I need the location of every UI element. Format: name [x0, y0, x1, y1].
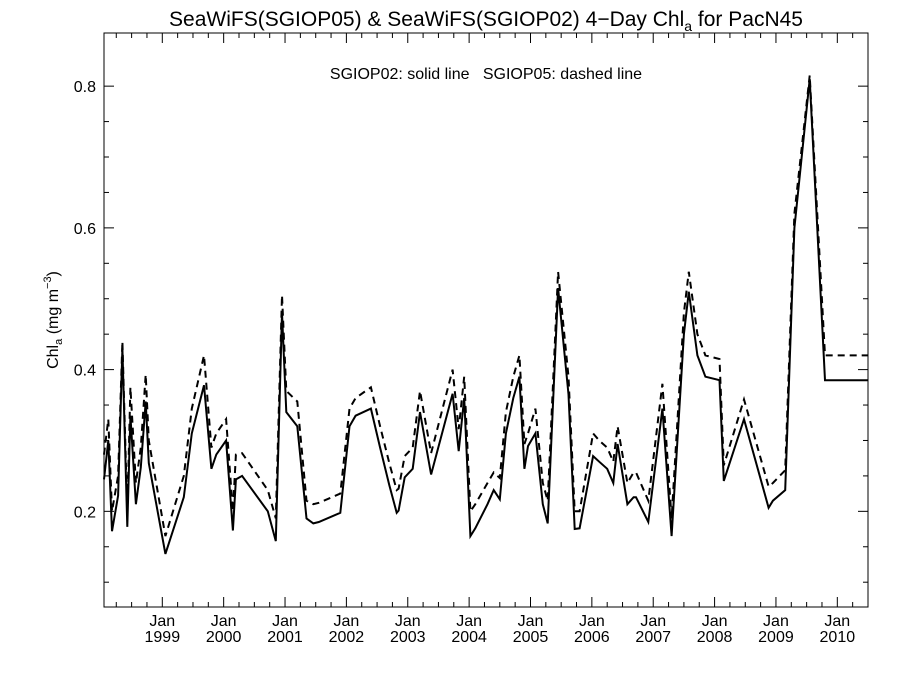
x-tick-year: 2001: [267, 629, 303, 646]
chart-title: SeaWiFS(SGIOP05) & SeaWiFS(SGIOP02) 4−Da…: [169, 8, 803, 34]
x-tick-year: 2004: [451, 629, 487, 646]
chart-title-subscript: a: [684, 18, 692, 34]
y-tick-label: 0.6: [74, 221, 96, 238]
x-tick-year: 2000: [206, 629, 242, 646]
y-axis-label-superscript: −3: [42, 276, 54, 289]
series-legend-note: SGIOP02: solid line SGIOP05: dashed line: [330, 66, 642, 83]
x-tick-month: Jan: [272, 613, 298, 630]
x-tick-year: 2007: [635, 629, 671, 646]
x-tick-month: Jan: [456, 613, 482, 630]
x-tick-year: 1999: [145, 629, 181, 646]
x-tick-month: Jan: [149, 613, 175, 630]
x-tick-month: Jan: [395, 613, 421, 630]
x-tick-month: Jan: [763, 613, 789, 630]
series-lines: [103, 75, 868, 555]
x-tick-month: Jan: [211, 613, 237, 630]
chart-title-main: SeaWiFS(SGIOP05) & SeaWiFS(SGIOP02) 4−Da…: [169, 8, 684, 31]
x-tick-month: Jan: [579, 613, 605, 630]
y-axis-label-subscript: a: [53, 338, 65, 345]
y-axis-label: Chla (mg m−3): [42, 271, 65, 369]
y-axis-label-units: (mg m: [45, 289, 62, 339]
x-tick-year: 2005: [513, 629, 549, 646]
plot-frame: [103, 32, 869, 608]
y-tick-label: 0.4: [74, 363, 96, 380]
y-axis-label-main: Chl: [45, 345, 62, 369]
x-tick-month: Jan: [702, 613, 728, 630]
chart-title-suffix: for PacN45: [692, 8, 803, 31]
series-line-sgiop05: [103, 75, 868, 537]
x-tick-year: 2006: [574, 629, 610, 646]
x-tick-year: 2002: [329, 629, 365, 646]
y-tick-label: 0.2: [74, 504, 96, 521]
x-tick-month: Jan: [640, 613, 666, 630]
x-tick-year: 2008: [697, 629, 733, 646]
y-axis-label-close: ): [45, 271, 62, 276]
x-tick-month: Jan: [333, 613, 359, 630]
x-tick-month: Jan: [518, 613, 544, 630]
x-tick-year: 2003: [390, 629, 426, 646]
axis-ticks: 0.20.40.60.8Jan1999Jan2000Jan2001Jan2002…: [74, 33, 868, 646]
series-line-sgiop02: [103, 78, 868, 555]
x-tick-year: 2010: [820, 629, 856, 646]
x-tick-year: 2009: [758, 629, 794, 646]
x-tick-month: Jan: [824, 613, 850, 630]
y-tick-label: 0.8: [74, 79, 96, 96]
